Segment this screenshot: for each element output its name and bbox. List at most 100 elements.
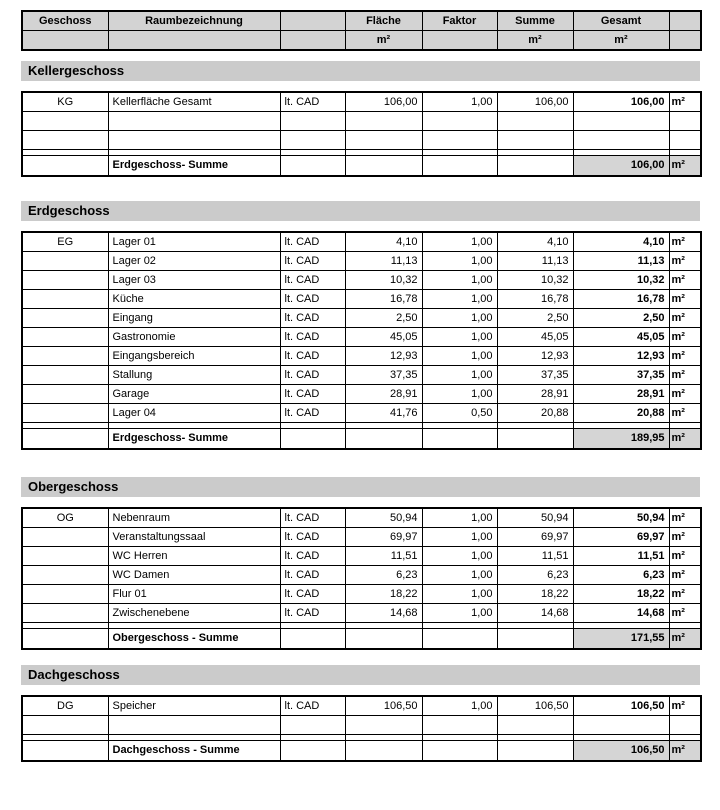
cell-quelle: lt. CAD [279, 270, 346, 290]
header-cell-einheit [668, 30, 702, 51]
header-cell-faktor: Faktor [421, 10, 498, 31]
cell-einheit [668, 715, 702, 735]
cell-raum: Zwischenebene [107, 603, 281, 623]
cell-geschoss [21, 327, 109, 347]
cell-quelle [279, 715, 346, 735]
cell-raum: Garage [107, 384, 281, 404]
cell-geschoss [21, 308, 109, 328]
table-row-data: Lager 03 lt. CAD 10,32 1,00 10,32 10,32 m² [21, 270, 702, 290]
cell-gesamt: 6,23 [572, 565, 670, 585]
cell-einheit [668, 622, 702, 629]
cell-faktor [421, 715, 498, 735]
cell-geschoss [21, 155, 109, 177]
cell-quelle: lt. CAD [279, 507, 346, 528]
cell-einheit: m² [668, 428, 702, 450]
cell-einheit: m² [668, 365, 702, 385]
cell-quelle: lt. CAD [279, 231, 346, 252]
cell-quelle: lt. CAD [279, 584, 346, 604]
header-cell-geschoss [21, 30, 109, 51]
cell-raum: Eingang [107, 308, 281, 328]
cell-faktor: 1,00 [421, 365, 498, 385]
cell-raum: Lager 01 [107, 231, 281, 252]
cell-faktor: 1,00 [421, 91, 498, 112]
cell-flaeche: 11,51 [344, 546, 423, 566]
cell-geschoss: EG [21, 231, 109, 252]
cell-einheit: m² [668, 270, 702, 290]
cell-flaeche: 14,68 [344, 603, 423, 623]
header-cell-raum: Raumbezeichnung [107, 10, 281, 31]
cell-gesamt: 12,93 [572, 346, 670, 366]
cell-flaeche: 2,50 [344, 308, 423, 328]
cell-geschoss [21, 403, 109, 423]
cell-geschoss [21, 740, 109, 762]
cell-gesamt: 106,00 [572, 91, 670, 112]
cell-einheit: m² [668, 308, 702, 328]
cell-flaeche: 37,35 [344, 365, 423, 385]
cell-einheit [668, 111, 702, 131]
cell-raum: Küche [107, 289, 281, 309]
cell-einheit: m² [668, 546, 702, 566]
cell-gesamt: 50,94 [572, 507, 670, 528]
cell-raum: Erdgeschoss- Summe [107, 428, 281, 450]
cell-flaeche: 45,05 [344, 327, 423, 347]
cell-summe: 69,97 [496, 527, 574, 547]
cell-raum: Speicher [107, 695, 281, 716]
cell-quelle: lt. CAD [279, 527, 346, 547]
cell-einheit [668, 734, 702, 741]
header-cell-faktor [421, 30, 498, 51]
cell-gesamt: 37,35 [572, 365, 670, 385]
table-row-sum: Erdgeschoss- Summe 106,00 m² [21, 155, 702, 177]
section-table-obergeschoss: OG Nebenraum lt. CAD 50,94 1,00 50,94 50,94 m² V… [21, 507, 702, 650]
cell-summe: 14,68 [496, 603, 574, 623]
cell-gesamt: 69,97 [572, 527, 670, 547]
section-table-dachgeschoss: DG Speicher lt. CAD 106,50 1,00 106,50 106,50 m… [21, 695, 702, 762]
cell-gesamt: 106,50 [572, 740, 670, 762]
header-cell-raum [107, 30, 281, 51]
cell-geschoss [21, 365, 109, 385]
cell-gesamt: 14,68 [572, 603, 670, 623]
cell-faktor [421, 130, 498, 150]
cell-summe: 50,94 [496, 507, 574, 528]
cell-summe: 45,05 [496, 327, 574, 347]
cell-raum: Gastronomie [107, 327, 281, 347]
cell-faktor: 0,50 [421, 403, 498, 423]
table-row-data: Lager 04 lt. CAD 41,76 0,50 20,88 20,88 m² [21, 403, 702, 423]
cell-flaeche [344, 428, 423, 450]
cell-quelle: lt. CAD [279, 403, 346, 423]
cell-raum: Eingangsbereich [107, 346, 281, 366]
cell-faktor: 1,00 [421, 346, 498, 366]
header-cell-gesamt: Gesamt [572, 10, 670, 31]
cell-quelle [279, 155, 346, 177]
table-row-data: EG Lager 01 lt. CAD 4,10 1,00 4,10 4,10 m² [21, 231, 702, 252]
cell-raum: WC Herren [107, 546, 281, 566]
cell-geschoss [21, 111, 109, 131]
table-row-data: OG Nebenraum lt. CAD 50,94 1,00 50,94 50,94 m² [21, 507, 702, 528]
cell-summe: 12,93 [496, 346, 574, 366]
table-row-data: DG Speicher lt. CAD 106,50 1,00 106,50 106,50 m… [21, 695, 702, 716]
cell-faktor: 1,00 [421, 270, 498, 290]
header-cell-summe: Summe [496, 10, 574, 31]
cell-flaeche: 106,00 [344, 91, 423, 112]
cell-geschoss: OG [21, 507, 109, 528]
cell-faktor: 1,00 [421, 308, 498, 328]
header-cell-quelle [279, 30, 346, 51]
cell-faktor: 1,00 [421, 231, 498, 252]
cell-quelle [279, 428, 346, 450]
cell-summe: 106,00 [496, 91, 574, 112]
column-header-table: Geschoss Raumbezeichnung Fläche Faktor Summe… [21, 10, 702, 51]
cell-quelle: lt. CAD [279, 251, 346, 271]
cell-quelle: lt. CAD [279, 603, 346, 623]
cell-einheit: m² [668, 628, 702, 650]
cell-geschoss [21, 715, 109, 735]
table-row-thin [21, 622, 702, 629]
header-row-units: m² m² m² [21, 30, 702, 51]
cell-faktor: 1,00 [421, 251, 498, 271]
cell-einheit: m² [668, 527, 702, 547]
cell-einheit: m² [668, 231, 702, 252]
cell-faktor [421, 111, 498, 131]
cell-summe: 28,91 [496, 384, 574, 404]
header-cell-geschoss: Geschoss [21, 10, 109, 31]
cell-flaeche [344, 740, 423, 762]
cell-einheit: m² [668, 507, 702, 528]
cell-summe: 2,50 [496, 308, 574, 328]
